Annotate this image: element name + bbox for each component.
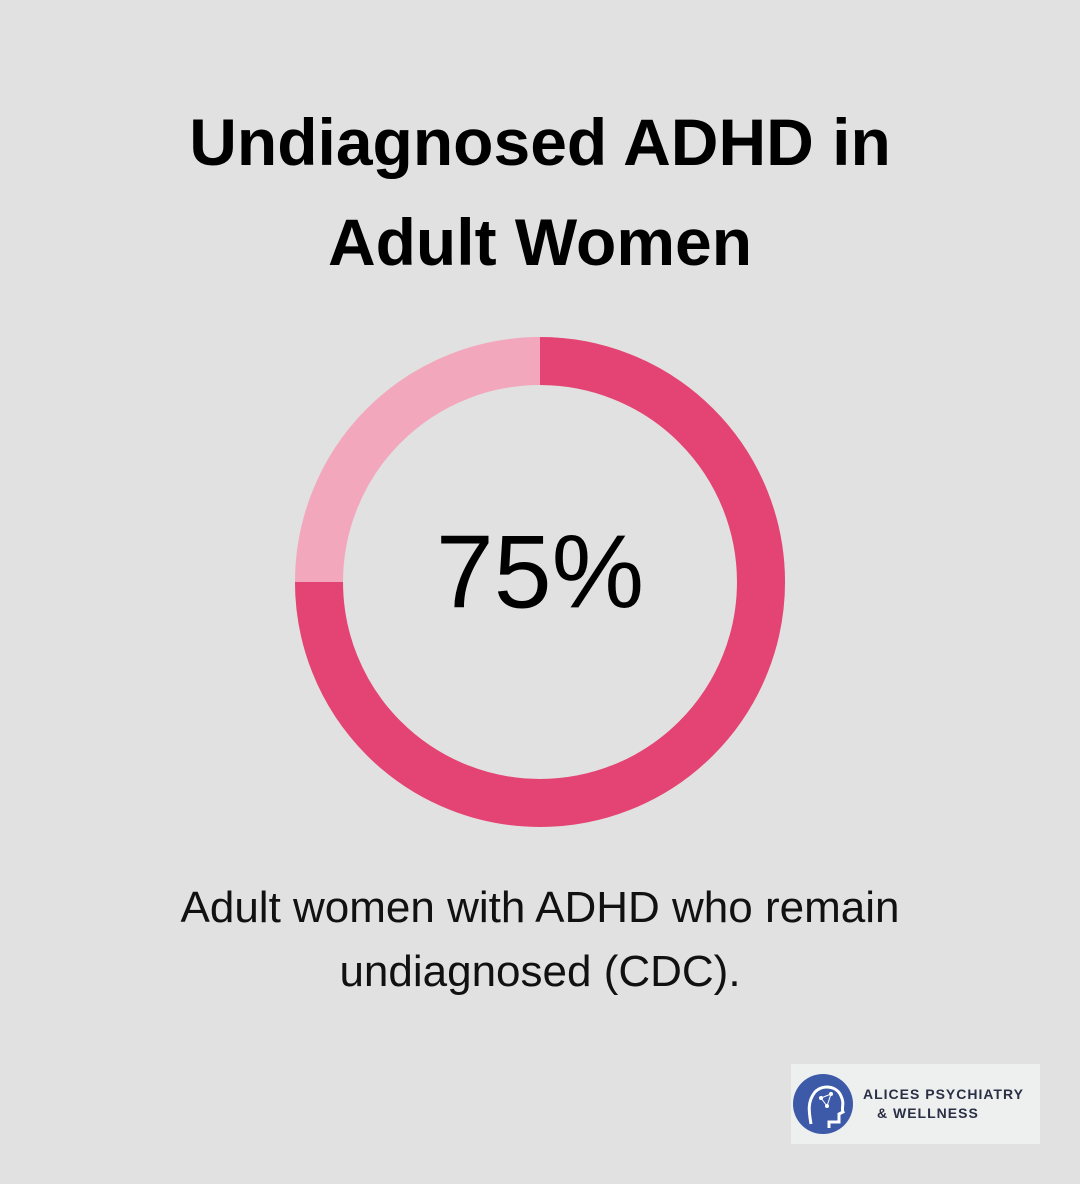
value-label: 75% bbox=[436, 514, 644, 630]
logo: ALICES PSYCHIATRY & WELLNESS bbox=[791, 1064, 1040, 1144]
logo-icon bbox=[793, 1074, 853, 1134]
logo-text: & WELLNESS bbox=[877, 1105, 979, 1121]
donut-segment bbox=[295, 337, 785, 827]
caption: Adult women with ADHD who remain undiagn… bbox=[180, 883, 900, 996]
logo-text: ALICES PSYCHIATRY bbox=[863, 1086, 1024, 1102]
chart: 75% bbox=[295, 337, 785, 827]
chart-title: Undiagnosed ADHD in Adult Women bbox=[189, 105, 891, 279]
